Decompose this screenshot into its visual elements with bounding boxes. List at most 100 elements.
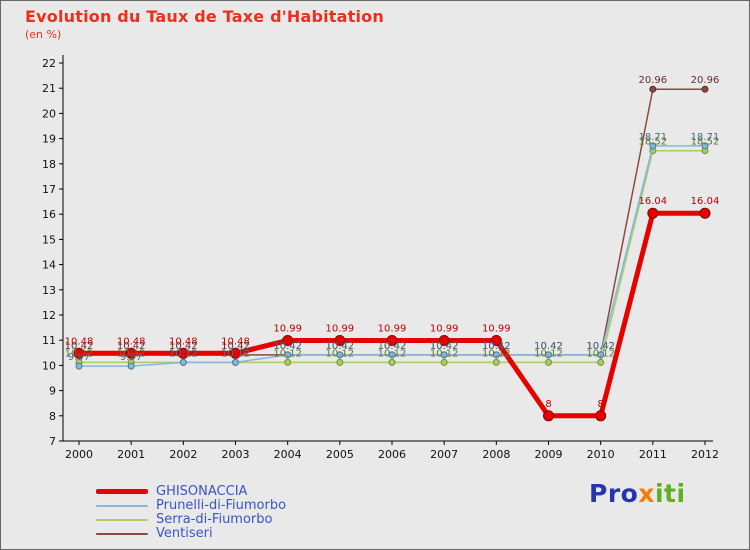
data-point-marker xyxy=(127,362,135,370)
series-line-Ventiseri xyxy=(75,85,709,359)
value-label: 9.97 xyxy=(68,352,90,363)
x-tick-label: 2000 xyxy=(65,448,93,461)
data-point-marker xyxy=(232,358,239,366)
value-label: 10.42 xyxy=(430,341,459,352)
y-tick-label: 8 xyxy=(49,410,56,423)
data-point-marker xyxy=(490,334,502,346)
x-tick-label: 2005 xyxy=(326,448,354,461)
value-label: 8 xyxy=(545,399,551,410)
y-tick-label: 15 xyxy=(42,233,56,246)
value-label: 10.42 xyxy=(326,341,355,352)
value-label: 10.42 xyxy=(378,341,407,352)
data-point-marker xyxy=(334,334,346,346)
value-label: 16.04 xyxy=(691,196,720,207)
value-label: 10.48 xyxy=(65,336,94,347)
value-label: 10.42 xyxy=(273,341,302,352)
value-label: 10.12 xyxy=(221,348,250,359)
value-label: 10.42 xyxy=(273,341,302,352)
value-label: 10.42 xyxy=(482,341,511,352)
legend-line-sample xyxy=(96,532,148,535)
y-tick-label: 7 xyxy=(49,435,56,448)
data-point-marker xyxy=(647,207,659,219)
value-label: 10.12 xyxy=(221,348,250,359)
data-point-marker xyxy=(597,358,605,366)
series-line-Prunelli-di-Fiumorbo xyxy=(75,142,709,370)
data-point-marker xyxy=(701,85,709,93)
value-label: 18.71 xyxy=(639,132,668,143)
y-tick-label: 10 xyxy=(42,359,56,372)
value-label: 10.42 xyxy=(430,341,459,352)
value-label: 10.99 xyxy=(273,323,302,334)
data-point-marker xyxy=(386,334,398,346)
value-label: 10.42 xyxy=(534,341,563,352)
data-point-marker xyxy=(388,351,396,359)
value-labels-Ventiseri: 10.42 10.42 10.42 10.42 10.42 10.42 10.42 10.42… xyxy=(65,75,720,352)
x-tick-label: 2001 xyxy=(117,448,145,461)
data-point-marker xyxy=(438,334,450,346)
data-point-marker xyxy=(73,347,85,359)
series-line-GHISONACCIA xyxy=(73,207,711,422)
data-point-marker xyxy=(699,207,711,219)
chart-title: Evolution du Taux de Taxe d'Habitation xyxy=(25,7,384,26)
data-point-marker xyxy=(440,351,448,359)
value-label: 8 xyxy=(597,399,603,410)
y-tick-label: 16 xyxy=(42,208,56,221)
legend-item: Serra-di-Fiumorbo xyxy=(96,513,286,526)
data-point-marker xyxy=(336,358,344,366)
value-label: 10.42 xyxy=(378,341,407,352)
chart-header: Evolution du Taux de Taxe d'Habitation (… xyxy=(25,7,384,41)
data-point-marker xyxy=(595,410,607,422)
value-label: 10.12 xyxy=(378,348,407,359)
value-label: 10.12 xyxy=(65,348,94,359)
data-point-marker xyxy=(284,351,292,359)
value-label: 20.96 xyxy=(639,75,668,86)
x-tick-label: 2003 xyxy=(222,448,250,461)
legend-label: GHISONACCIA xyxy=(156,484,248,499)
value-label: 10.48 xyxy=(169,336,198,347)
value-label: 10.12 xyxy=(534,348,563,359)
data-point-marker xyxy=(388,358,396,366)
data-point-marker xyxy=(649,85,657,93)
logo-part: iti xyxy=(654,479,686,508)
value-label: 10.12 xyxy=(169,348,198,359)
y-tick-label: 13 xyxy=(42,284,56,297)
value-label: 10.12 xyxy=(117,348,146,359)
x-tick-label: 2008 xyxy=(482,448,510,461)
chart-canvas: 7 8 9 10 11 12 13 14 15 16 17 18 19 20 21 22 2000 2001 200… xyxy=(42,55,720,461)
value-label: 10.99 xyxy=(430,323,459,334)
data-point-marker xyxy=(282,334,294,346)
value-label: 9.97 xyxy=(120,352,142,363)
x-tick-label: 2009 xyxy=(535,448,563,461)
value-label: 10.42 xyxy=(169,341,198,352)
x-tick-label: 2012 xyxy=(691,448,719,461)
data-point-marker xyxy=(492,358,500,366)
proxiti-logo: Proxiti xyxy=(589,479,686,508)
legend-line-sample xyxy=(96,518,148,521)
x-tick-label: 2006 xyxy=(378,448,406,461)
legend-item: GHISONACCIA xyxy=(96,485,286,498)
data-point-marker xyxy=(177,347,189,359)
y-tick-label: 9 xyxy=(49,385,56,398)
value-label: 10.42 xyxy=(586,341,615,352)
value-label: 10.42 xyxy=(117,341,146,352)
x-tick-label: 2010 xyxy=(587,448,615,461)
data-point-marker xyxy=(179,358,187,366)
value-labels-GHISONACCIA: 10.48 10.48 10.48 10.48 10.99 10.99 10.99 10.99… xyxy=(65,196,720,410)
data-point-marker xyxy=(440,358,448,366)
logo-part: Pro xyxy=(589,479,639,508)
data-point-marker xyxy=(336,351,344,359)
data-point-marker xyxy=(545,351,552,359)
value-labels-Serra-di-Fiumorbo: 10.12 10.12 10.12 10.12 10.12 10.12 10.12 10.12… xyxy=(65,137,720,360)
y-tick-label: 19 xyxy=(42,133,56,146)
legend-item: Ventiseri xyxy=(96,527,286,540)
chart-subtitle: (en %) xyxy=(25,28,62,41)
legend-line-sample xyxy=(96,489,148,494)
data-point-marker xyxy=(284,358,292,366)
value-label: 18.52 xyxy=(691,137,720,148)
data-point-marker xyxy=(492,351,500,359)
y-tick-label: 14 xyxy=(42,259,56,272)
value-label: 10.42 xyxy=(534,341,563,352)
data-point-marker xyxy=(230,347,241,359)
data-point-marker xyxy=(75,362,83,370)
